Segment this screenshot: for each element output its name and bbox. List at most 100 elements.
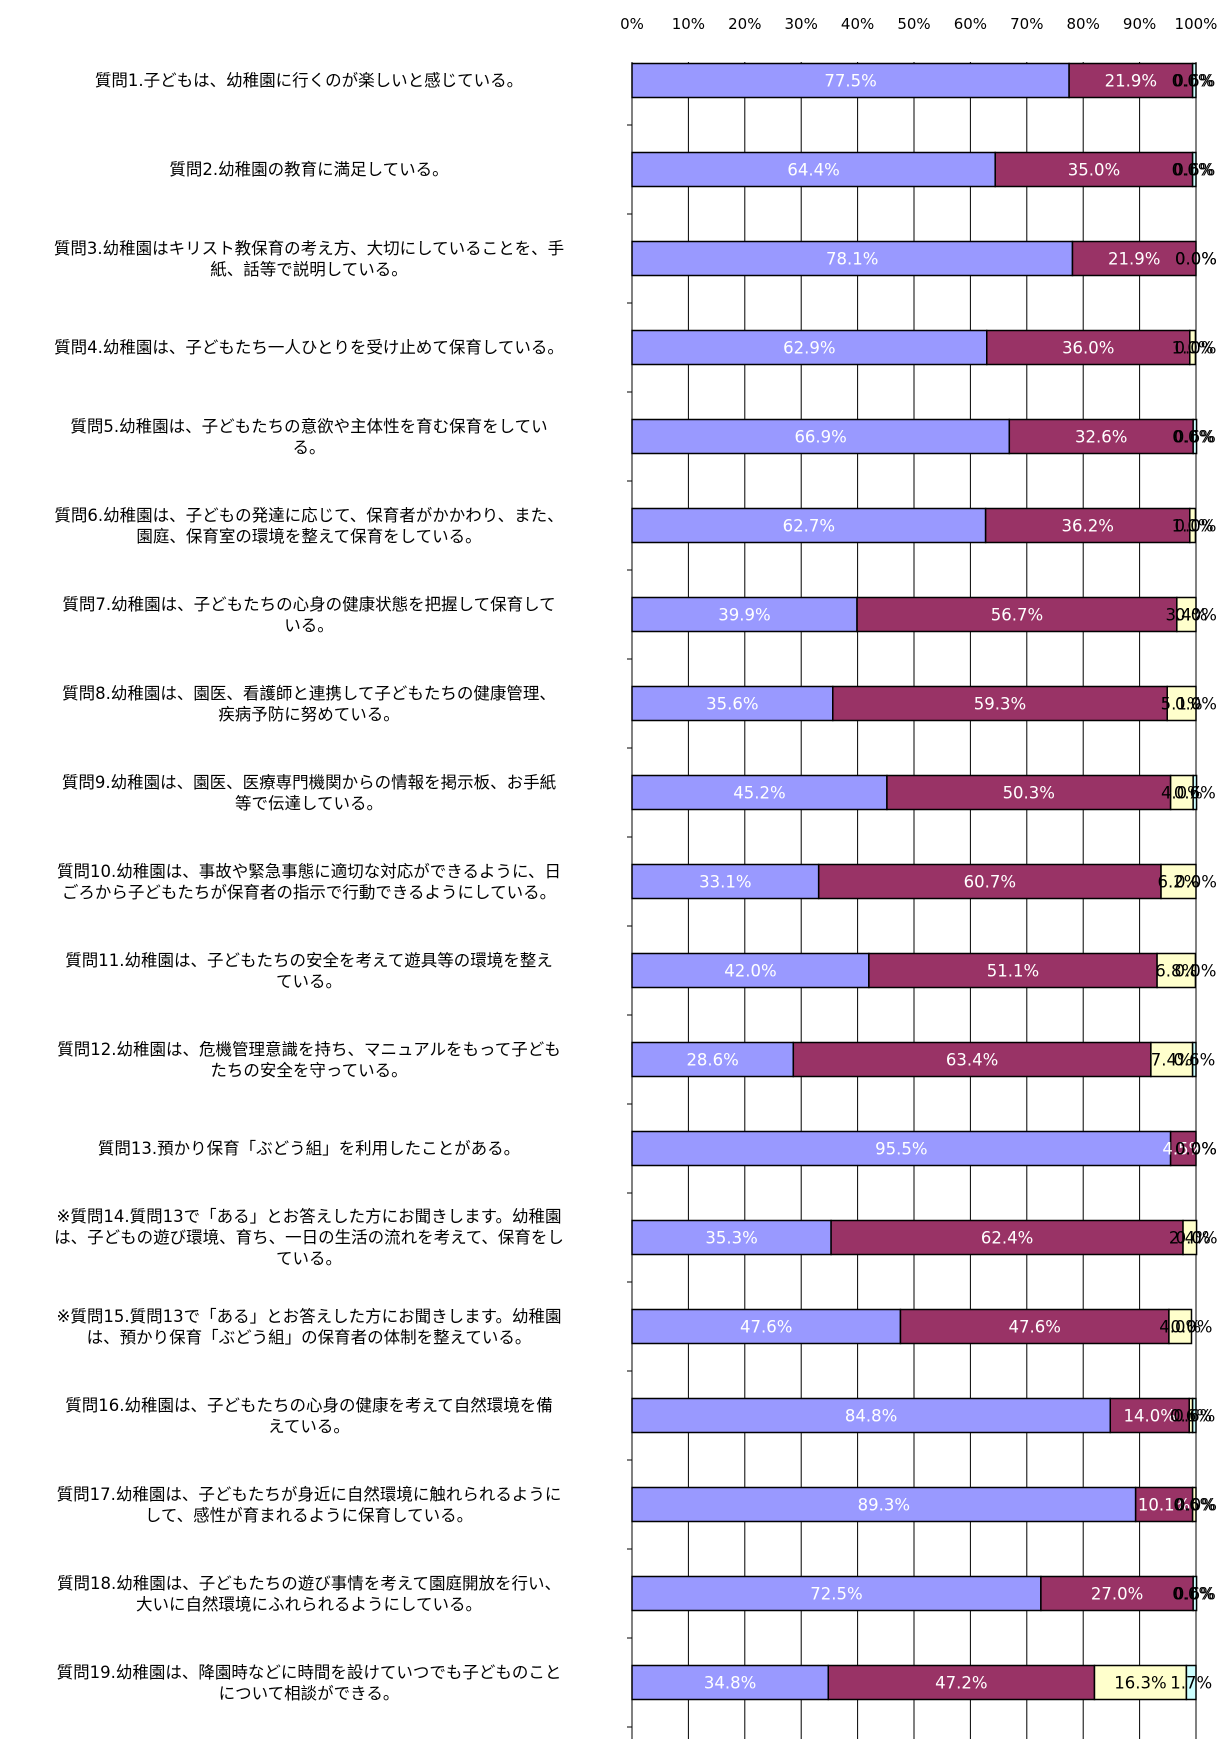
- bar-segment: [827, 1664, 1096, 1701]
- data-label: 5.1%: [1161, 695, 1203, 714]
- question-label-text: 質問18.幼稚園は、子どもたちの遊び事情を考えて園庭開放を行い、 大いに自然環境に…: [57, 1573, 561, 1615]
- question-label-text: 質問19.幼稚園は、降園時などに時間を設けていつでも子どものこと について相談がで…: [57, 1662, 562, 1704]
- data-label: 42.0%: [724, 962, 776, 981]
- question-label-line: ごろから子どもたちが保育者の指示で行動できるようにしている。: [61, 882, 557, 902]
- data-label: 1.0%: [1172, 339, 1214, 358]
- question-label-text: 質問16.幼稚園は、子どもたちの心身の健康を考えて自然環境を備 えている。: [65, 1395, 552, 1437]
- data-label: 51.1%: [987, 962, 1039, 981]
- bar-segment: [631, 685, 834, 722]
- question-label-line: いる。: [284, 615, 334, 635]
- x-tick-label: 10%: [672, 15, 705, 33]
- bar-segment: [984, 507, 1191, 544]
- data-label: 77.5%: [824, 72, 876, 91]
- bar-segment: [631, 596, 858, 633]
- x-tick-label: 20%: [728, 15, 761, 33]
- data-label: 72.5%: [810, 1585, 862, 1604]
- data-label: 28.6%: [686, 1051, 738, 1070]
- bar-segment: [1168, 1308, 1193, 1345]
- question-label: 質問16.幼稚園は、子どもたちの心身の健康を考えて自然環境を備 えている。: [6, 1395, 612, 1437]
- data-label: 4.5%: [1162, 1140, 1204, 1159]
- bar-segment: [631, 863, 820, 900]
- data-label: 33.1%: [699, 873, 751, 892]
- bar-segment: [1176, 596, 1197, 633]
- data-label: 62.7%: [783, 517, 835, 536]
- bar-segment: [1192, 1575, 1198, 1612]
- question-label-text: 質問8.幼稚園は、園医、看護師と連携して子どもたちの健康管理、 疾病予防に努めてい…: [62, 683, 556, 725]
- data-label: 0.6%: [1173, 1051, 1215, 1070]
- data-label: 2.4%: [1169, 1229, 1211, 1248]
- data-label: 0.6%: [1173, 161, 1215, 180]
- question-label-line: 質問6.幼稚園は、子どもの発達に応じて、保育者がかかわり、また、: [54, 505, 564, 525]
- bar-segment: [1192, 774, 1198, 811]
- data-label: 0.6%: [1174, 428, 1216, 447]
- question-label-line: は、預かり保育「ぶどう組」の保育者の体制を整えている。: [86, 1327, 532, 1347]
- data-label: 60.7%: [964, 873, 1016, 892]
- bar-segment: [631, 62, 1070, 99]
- data-label: 63.4%: [946, 1051, 998, 1070]
- bar-segment: [994, 151, 1194, 188]
- question-label-text: 質問17.幼稚園は、子どもたちが身近に自然環境に触れられるように して、感性が育ま…: [57, 1484, 562, 1526]
- data-label: 34.8%: [704, 1674, 756, 1693]
- bar-segment: [631, 1219, 832, 1256]
- question-label: 質問10.幼稚園は、事故や緊急事態に適切な対応ができるように、日 ごろから子どもた…: [6, 861, 612, 903]
- question-label: 質問13.預かり保育「ぶどう組」を利用したことがある。: [6, 1138, 612, 1159]
- bar-segment: [1093, 1664, 1188, 1701]
- data-label: 35.0%: [1068, 161, 1120, 180]
- question-label-line: 質問17.幼稚園は、子どもたちが身近に自然環境に触れられるように: [56, 1484, 562, 1504]
- data-label: 62.4%: [981, 1229, 1033, 1248]
- data-label: 0.0%: [1175, 1140, 1217, 1159]
- question-label-line: 質問13.預かり保育「ぶどう組」を利用したことがある。: [97, 1139, 521, 1158]
- bar-segment: [631, 329, 988, 366]
- bar-segment: [1189, 507, 1197, 544]
- question-label-line: 質問19.幼稚園は、降園時などに時間を設けていつでも子どものこと: [56, 1662, 562, 1682]
- data-label: 27.0%: [1091, 1585, 1143, 1604]
- bar-segment: [1189, 329, 1197, 366]
- bar-segment: [1185, 1664, 1197, 1701]
- data-label: 7.4%: [1151, 1051, 1193, 1070]
- question-label-line: 疾病予防に努めている。: [218, 704, 400, 724]
- bar-segment: [631, 240, 1074, 277]
- question-label-line: 質問1.子どもは、幼稚園に行くのが楽しいと感じている。: [94, 71, 524, 90]
- bar-segment: [631, 774, 888, 811]
- bar-segment: [1150, 1041, 1194, 1078]
- data-label: 84.8%: [845, 1407, 897, 1426]
- bar-segment: [986, 329, 1191, 366]
- bar-segment: [899, 1308, 1170, 1345]
- x-tick-label: 100%: [1175, 15, 1218, 33]
- question-label-line: について相談ができる。: [218, 1683, 400, 1703]
- question-label: 質問11.幼稚園は、子どもたちの安全を考えて遊具等の環境を整え ている。: [6, 950, 612, 992]
- data-label: 6.8%: [1155, 962, 1197, 981]
- bar-segment: [1160, 863, 1197, 900]
- x-tick-label: 40%: [841, 15, 874, 33]
- question-label-text: 質問11.幼稚園は、子どもたちの安全を考えて遊具等の環境を整え ている。: [65, 950, 552, 992]
- question-label-line: る。: [292, 437, 326, 457]
- data-label: 0.0%: [1174, 517, 1216, 536]
- x-tick-label: 70%: [1010, 15, 1043, 33]
- data-label: 0.0%: [1175, 873, 1217, 892]
- data-label: 0.0%: [1172, 1585, 1214, 1604]
- question-label: 質問1.子どもは、幼稚園に行くのが楽しいと感じている。: [6, 70, 612, 91]
- question-label-text: 質問4.幼稚園は、子どもたち一人ひとりを受け止めて保育している。: [54, 337, 564, 358]
- question-label-line: は、子どもの遊び環境、育ち、一日の生活の流れを考えて、保育をし: [54, 1228, 564, 1247]
- data-label: 64.4%: [787, 161, 839, 180]
- question-label-line: 大いに自然環境にふれられるようにしている。: [135, 1594, 482, 1614]
- question-label-line: 質問18.幼稚園は、子どもたちの遊び事情を考えて園庭開放を行い、: [57, 1573, 561, 1593]
- question-label-line: 等で伝達している。: [234, 793, 383, 813]
- bar-segment: [1191, 1397, 1197, 1434]
- data-label: 36.2%: [1062, 517, 1114, 536]
- data-label: 4.0%: [1161, 784, 1203, 803]
- bar-segment: [631, 1130, 1172, 1167]
- data-label: 14.0%: [1124, 1407, 1176, 1426]
- data-label: 0.0%: [1176, 1229, 1218, 1248]
- bar-segment: [631, 1041, 795, 1078]
- bar-segment: [1192, 418, 1198, 455]
- question-label-line: 質問11.幼稚園は、子どもたちの安全を考えて遊具等の環境を整え: [65, 950, 553, 970]
- data-label: 0.6%: [1174, 1585, 1216, 1604]
- data-label: 0.0%: [1172, 72, 1214, 91]
- question-label-line: 質問10.幼稚園は、事故や緊急事態に適切な対応ができるように、日: [57, 861, 561, 881]
- bar-segment: [631, 1486, 1137, 1523]
- bar-segment: [631, 1664, 830, 1701]
- question-label-text: ※質問14.質問13で「ある」とお答えした方にお聞きします。幼稚園 は、子どもの遊…: [54, 1206, 564, 1269]
